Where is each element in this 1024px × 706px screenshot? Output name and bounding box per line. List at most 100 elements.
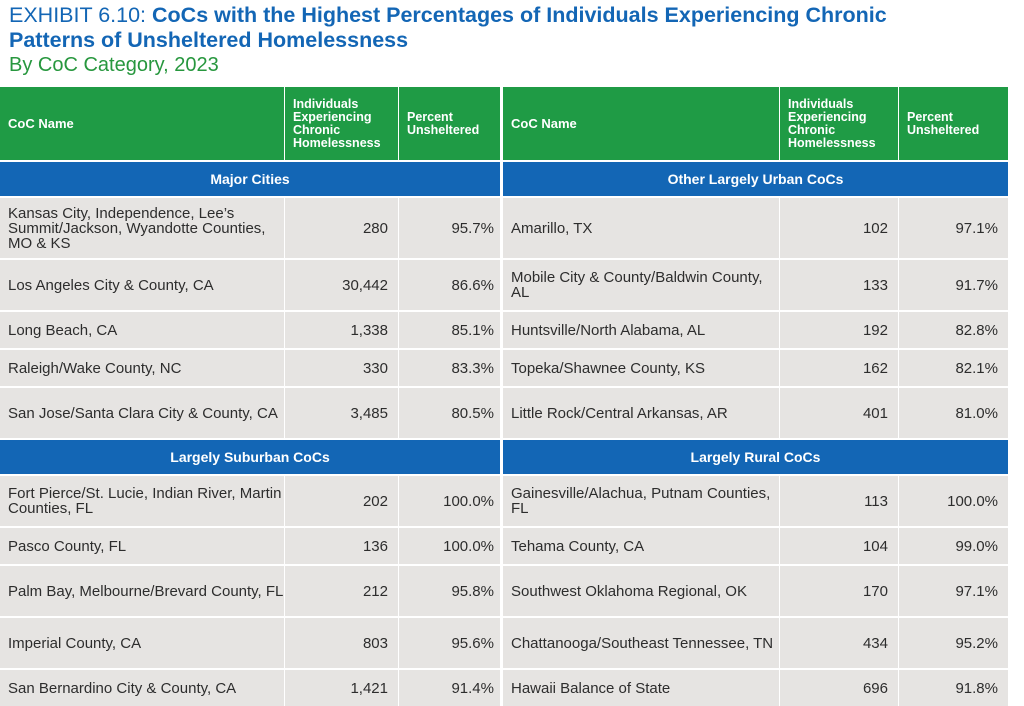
table-row: Chattanooga/Southeast Tennessee, TN 434 95…	[503, 616, 1008, 668]
table-row: Amarillo, TX 102 97.1%	[503, 196, 1008, 258]
table-row: Raleigh/Wake County, NC 330 83.3%	[0, 348, 500, 386]
percent-cell: 81.0%	[898, 388, 1008, 438]
percent-cell: 80.5%	[398, 388, 500, 438]
individuals-cell: 162	[779, 350, 898, 386]
coc-name-cell: Tehama County, CA	[511, 537, 645, 555]
coc-name-cell: Long Beach, CA	[8, 321, 118, 339]
exhibit-label: EXHIBIT 6.10:	[9, 3, 153, 27]
coc-name-cell: Chattanooga/Southeast Tennessee, TN	[511, 634, 774, 652]
table-row: Long Beach, CA 1,338 85.1%	[0, 310, 500, 348]
percent-cell: 97.1%	[898, 566, 1008, 616]
table-row: Kansas City, Independence, Lee’s Summit/…	[0, 196, 500, 258]
individuals-cell: 401	[779, 388, 898, 438]
percent-cell: 99.0%	[898, 528, 1008, 564]
individuals-cell: 136	[284, 528, 398, 564]
left-table: CoC Name Individuals Experiencing Chroni…	[0, 87, 500, 706]
table-row: Gainesville/Alachua, Putnam Counties, FL…	[503, 474, 1008, 526]
percent-cell: 100.0%	[898, 476, 1008, 526]
section-header: Major Cities	[0, 160, 500, 196]
coc-name-cell: Pasco County, FL	[8, 537, 127, 555]
table-row: Topeka/Shawnee County, KS 162 82.1%	[503, 348, 1008, 386]
title-text-1: CoCs with the Highest Percentages of Ind…	[152, 3, 887, 27]
table-row: Pasco County, FL 136 100.0%	[0, 526, 500, 564]
right-table: CoC Name Individuals Experiencing Chroni…	[503, 87, 1008, 706]
table-row: Huntsville/North Alabama, AL 192 82.8%	[503, 310, 1008, 348]
percent-cell: 97.1%	[898, 198, 1008, 258]
coc-name-cell: Little Rock/Central Arkansas, AR	[511, 404, 728, 422]
percent-cell: 83.3%	[398, 350, 500, 386]
individuals-cell: 1,338	[284, 312, 398, 348]
col-header-individuals: Individuals Experiencing Chronic Homeles…	[779, 87, 898, 160]
col-header-percent: Percent Unsheltered	[898, 87, 1008, 160]
col-header-individuals: Individuals Experiencing Chronic Homeles…	[284, 87, 398, 160]
table-row: San Bernardino City & County, CA 1,421 91.…	[0, 668, 500, 706]
percent-cell: 91.7%	[898, 260, 1008, 310]
title-line-1: EXHIBIT 6.10: CoCs with the Highest Perc…	[9, 3, 1019, 28]
individuals-cell: 803	[284, 618, 398, 668]
individuals-cell: 202	[284, 476, 398, 526]
individuals-cell: 102	[779, 198, 898, 258]
percent-cell: 100.0%	[398, 476, 500, 526]
table-row: Los Angeles City & County, CA 30,442 86.6%	[0, 258, 500, 310]
coc-name-cell: Imperial County, CA	[8, 634, 142, 652]
individuals-cell: 192	[779, 312, 898, 348]
percent-cell: 85.1%	[398, 312, 500, 348]
individuals-cell: 104	[779, 528, 898, 564]
table-row: San Jose/Santa Clara City & County, CA 3,…	[0, 386, 500, 438]
table-row: Imperial County, CA 803 95.6%	[0, 616, 500, 668]
section-header: Largely Rural CoCs	[503, 438, 1008, 474]
section-header: Largely Suburban CoCs	[0, 438, 500, 474]
section-header: Other Largely Urban CoCs	[503, 160, 1008, 196]
individuals-cell: 3,485	[284, 388, 398, 438]
percent-cell: 91.8%	[898, 670, 1008, 706]
coc-name-cell: San Bernardino City & County, CA	[8, 679, 237, 697]
col-header-coc-name: CoC Name	[8, 116, 74, 131]
individuals-cell: 113	[779, 476, 898, 526]
coc-name-cell: Gainesville/Alachua, Putnam Counties, FL	[511, 485, 771, 517]
percent-cell: 95.6%	[398, 618, 500, 668]
individuals-cell: 1,421	[284, 670, 398, 706]
percent-cell: 95.7%	[398, 198, 500, 258]
header-row: CoC Name Individuals Experiencing Chroni…	[503, 87, 1008, 160]
coc-name-cell: Fort Pierce/St. Lucie, Indian River, Mar…	[8, 485, 282, 517]
table-row: Palm Bay, Melbourne/Brevard County, FL 21…	[0, 564, 500, 616]
col-header-percent: Percent Unsheltered	[398, 87, 500, 160]
table-row: Little Rock/Central Arkansas, AR 401 81.0%	[503, 386, 1008, 438]
subtitle: By CoC Category, 2023	[9, 54, 219, 76]
coc-name-cell: Mobile City & County/Baldwin County, AL	[511, 269, 763, 301]
percent-cell: 95.2%	[898, 618, 1008, 668]
individuals-cell: 30,442	[284, 260, 398, 310]
table-row: Southwest Oklahoma Regional, OK 170 97.1%	[503, 564, 1008, 616]
table-row: Hawaii Balance of State 696 91.8%	[503, 668, 1008, 706]
percent-cell: 100.0%	[398, 528, 500, 564]
coc-name-cell: Kansas City, Independence, Lee’s Summit/…	[8, 204, 266, 252]
coc-name-cell: Los Angeles City & County, CA	[8, 276, 214, 294]
table-row: Fort Pierce/St. Lucie, Indian River, Mar…	[0, 474, 500, 526]
coc-name-cell: Amarillo, TX	[511, 219, 593, 237]
table-row: Tehama County, CA 104 99.0%	[503, 526, 1008, 564]
coc-name-cell: Southwest Oklahoma Regional, OK	[511, 582, 747, 600]
percent-cell: 82.1%	[898, 350, 1008, 386]
individuals-cell: 170	[779, 566, 898, 616]
individuals-cell: 434	[779, 618, 898, 668]
coc-name-cell: Raleigh/Wake County, NC	[8, 359, 182, 377]
coc-name-cell: San Jose/Santa Clara City & County, CA	[8, 404, 278, 422]
individuals-cell: 696	[779, 670, 898, 706]
percent-cell: 82.8%	[898, 312, 1008, 348]
percent-cell: 86.6%	[398, 260, 500, 310]
coc-name-cell: Hawaii Balance of State	[511, 679, 671, 697]
header-row: CoC Name Individuals Experiencing Chroni…	[0, 87, 500, 160]
individuals-cell: 280	[284, 198, 398, 258]
individuals-cell: 133	[779, 260, 898, 310]
coc-name-cell: Huntsville/North Alabama, AL	[511, 321, 706, 339]
col-header-coc-name: CoC Name	[511, 116, 577, 131]
percent-cell: 91.4%	[398, 670, 500, 706]
title-line-2: Patterns of Unsheltered Homelessness	[9, 28, 409, 52]
individuals-cell: 330	[284, 350, 398, 386]
percent-cell: 95.8%	[398, 566, 500, 616]
table-row: Mobile City & County/Baldwin County, AL 1…	[503, 258, 1008, 310]
coc-name-cell: Topeka/Shawnee County, KS	[511, 359, 706, 377]
individuals-cell: 212	[284, 566, 398, 616]
exhibit-title: EXHIBIT 6.10: CoCs with the Highest Perc…	[9, 3, 1019, 77]
coc-name-cell: Palm Bay, Melbourne/Brevard County, FL	[8, 582, 284, 600]
